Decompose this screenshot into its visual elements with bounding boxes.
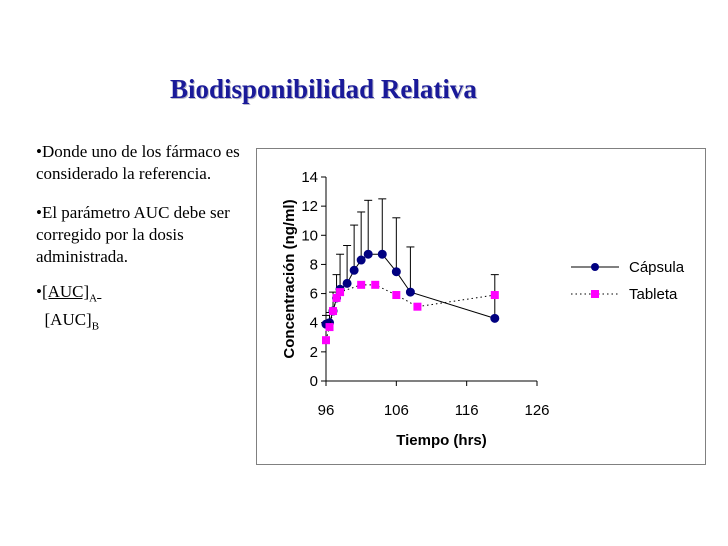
series-1 (321, 198, 500, 329)
data-point (325, 323, 334, 332)
chart-frame: 0 2 4 6 8 10 12 14 96 106 116 126 Concentración (ng… (256, 148, 706, 465)
chart-svg: 0 2 4 6 8 10 12 14 96 106 116 126 Concentración (ng… (281, 169, 685, 449)
series-2 (322, 280, 499, 345)
auc-numerator-sub: A (89, 292, 98, 305)
bullet-reference: •Donde uno de los fármaco es considerado… (36, 142, 240, 183)
data-point (322, 336, 330, 345)
y-axis-label: Concentración (ng/ml) (281, 199, 298, 358)
auc-numerator-line: •[AUC]A (36, 281, 251, 309)
chart-legend: Cápsula Tableta (571, 259, 685, 303)
series-line (325, 284, 495, 341)
y-tick-label: 14 (301, 169, 318, 186)
chart-axes: 0 2 4 6 8 10 12 14 96 106 116 126 (301, 169, 549, 419)
auc-numerator: [AUC]A (41, 282, 101, 305)
x-axis-label: Tiempo (hrs) (396, 432, 487, 449)
auc-denominator-sub: B (91, 320, 100, 333)
legend-marker (591, 263, 599, 271)
data-point (490, 291, 499, 300)
auc-bullet: • (36, 282, 42, 301)
data-point (377, 249, 387, 259)
data-point (349, 265, 359, 275)
chart-series (321, 198, 500, 345)
x-tick-label: 116 (455, 402, 479, 419)
x-tick-label: 126 (524, 402, 549, 419)
auc-numerator-text: [AUC] (41, 282, 90, 301)
auc-denominator-line: [AUC]B (36, 309, 251, 337)
data-point (405, 287, 415, 297)
data-point (342, 278, 352, 288)
y-tick-label: 0 (310, 373, 318, 390)
data-point (357, 280, 366, 289)
bullet-list: •Donde uno de los fármaco es considerado… (36, 141, 251, 338)
legend-label: Tableta (629, 286, 678, 303)
data-point (332, 293, 341, 302)
auc-ratio: •[AUC]A [AUC]B (36, 281, 251, 338)
data-point (329, 307, 338, 316)
x-tick-label: 96 (318, 402, 335, 419)
y-tick-label: 6 (310, 286, 318, 303)
data-point (392, 291, 401, 300)
y-tick-label: 4 (310, 315, 318, 332)
data-point (371, 280, 380, 289)
data-point (356, 255, 366, 265)
data-point (413, 302, 422, 311)
data-point (391, 267, 401, 277)
legend-marker (591, 290, 599, 298)
data-point (490, 313, 500, 323)
bullet-auc-correction: •El parámetro AUC debe ser corregido por… (36, 203, 230, 266)
data-point (336, 288, 345, 297)
legend-label: Cápsula (629, 259, 685, 276)
legend-item: Cápsula (571, 259, 685, 276)
y-tick-label: 8 (310, 256, 318, 273)
legend-item: Tableta (571, 286, 678, 303)
y-tick-label: 2 (310, 344, 318, 361)
data-point (363, 249, 373, 259)
y-tick-label: 12 (301, 198, 318, 215)
slide-title-text: Biodisponibilidad Relativa (170, 74, 477, 104)
y-tick-label: 10 (301, 227, 318, 244)
x-tick-label: 106 (384, 402, 409, 419)
auc-denominator-text: [AUC] (44, 310, 92, 330)
